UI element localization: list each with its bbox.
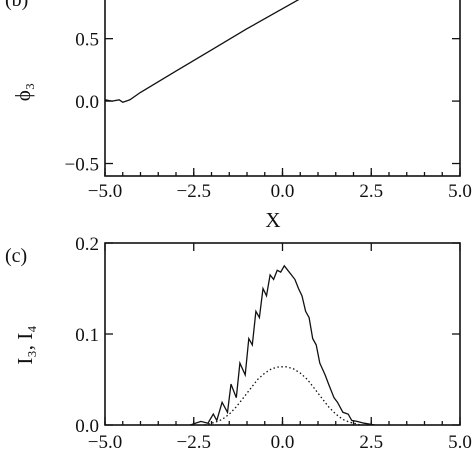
panel-c-series (189, 264, 375, 426)
panel-b-x-axis-title: X (265, 208, 280, 232)
panel-c-x-tick-label: 0.0 (271, 432, 295, 453)
panel-c-frame (104, 242, 461, 426)
panel-b-series (104, 0, 300, 104)
panel-b-series-solid-0 (104, 0, 300, 104)
panel-b-y-tick-label: 0.0 (75, 92, 99, 113)
panel-c-x-tick-label: 2.5 (359, 432, 383, 453)
panel-b-y-axis-title: ϕ₃ (11, 83, 35, 101)
panel-c-y-tick-label: 0.1 (75, 325, 99, 346)
panel-b-y-tick-label: 0.5 (75, 30, 99, 51)
panel-b-x-tick-label: 2.5 (359, 181, 383, 202)
panel-b-y-tick-label: −0.5 (65, 155, 99, 176)
panel-c: (c) −5.0 −2.5 0.0 2.5 5.0 0.2 0.1 0.0 I₃, I₄ (5, 234, 472, 453)
panel-b-frame (104, 0, 461, 177)
panel-c-x-tick-label: 5.0 (448, 432, 472, 453)
panel-c-ticks: −5.0 −2.5 0.0 2.5 5.0 0.2 0.1 0.0 (75, 234, 472, 453)
panel-b-x-tick-label: −2.5 (177, 181, 211, 202)
panel-b-x-tick-label: 5.0 (448, 181, 472, 202)
panel-c-series-solid-0 (189, 264, 375, 426)
panel-b-ticks: −5.0 −2.5 0.0 2.5 5.0 0.5 0.0 −0.5 (65, 30, 472, 202)
panel-c-series-dotted-1 (204, 366, 361, 426)
panel-b-label: (b) (5, 0, 28, 11)
panel-b-x-tick-label: −5.0 (88, 181, 122, 202)
panel-c-x-tick-label: −2.5 (177, 432, 211, 453)
panel-c-y-axis-title: I₃, I₄ (13, 325, 37, 364)
panel-c-x-tick-label: −5.0 (88, 432, 122, 453)
panel-c-y-tick-label: 0.2 (75, 234, 99, 255)
panel-c-label: (c) (5, 245, 27, 267)
panel-b: (b) −5.0 −2.5 0.0 2.5 5.0 0.5 0.0 −0.5 X ϕ₃ (5, 0, 472, 232)
panel-c-y-tick-label: 0.0 (75, 416, 99, 437)
panel-b-x-tick-label: 0.0 (271, 181, 295, 202)
